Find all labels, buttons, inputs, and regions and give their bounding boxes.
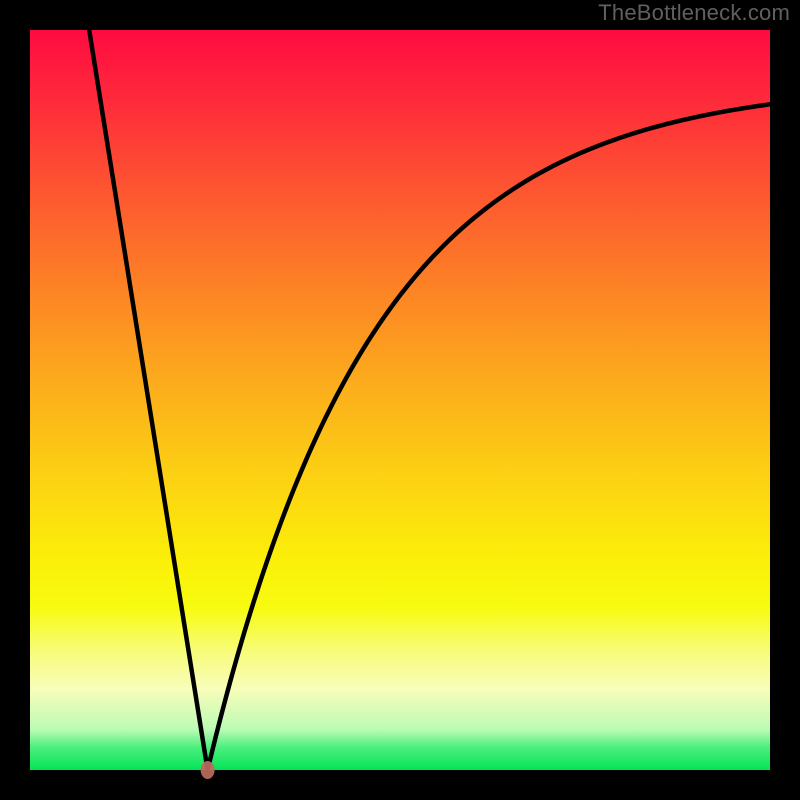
minimum-marker — [201, 761, 215, 779]
chart-background-gradient — [30, 30, 770, 770]
bottleneck-chart — [0, 0, 800, 800]
